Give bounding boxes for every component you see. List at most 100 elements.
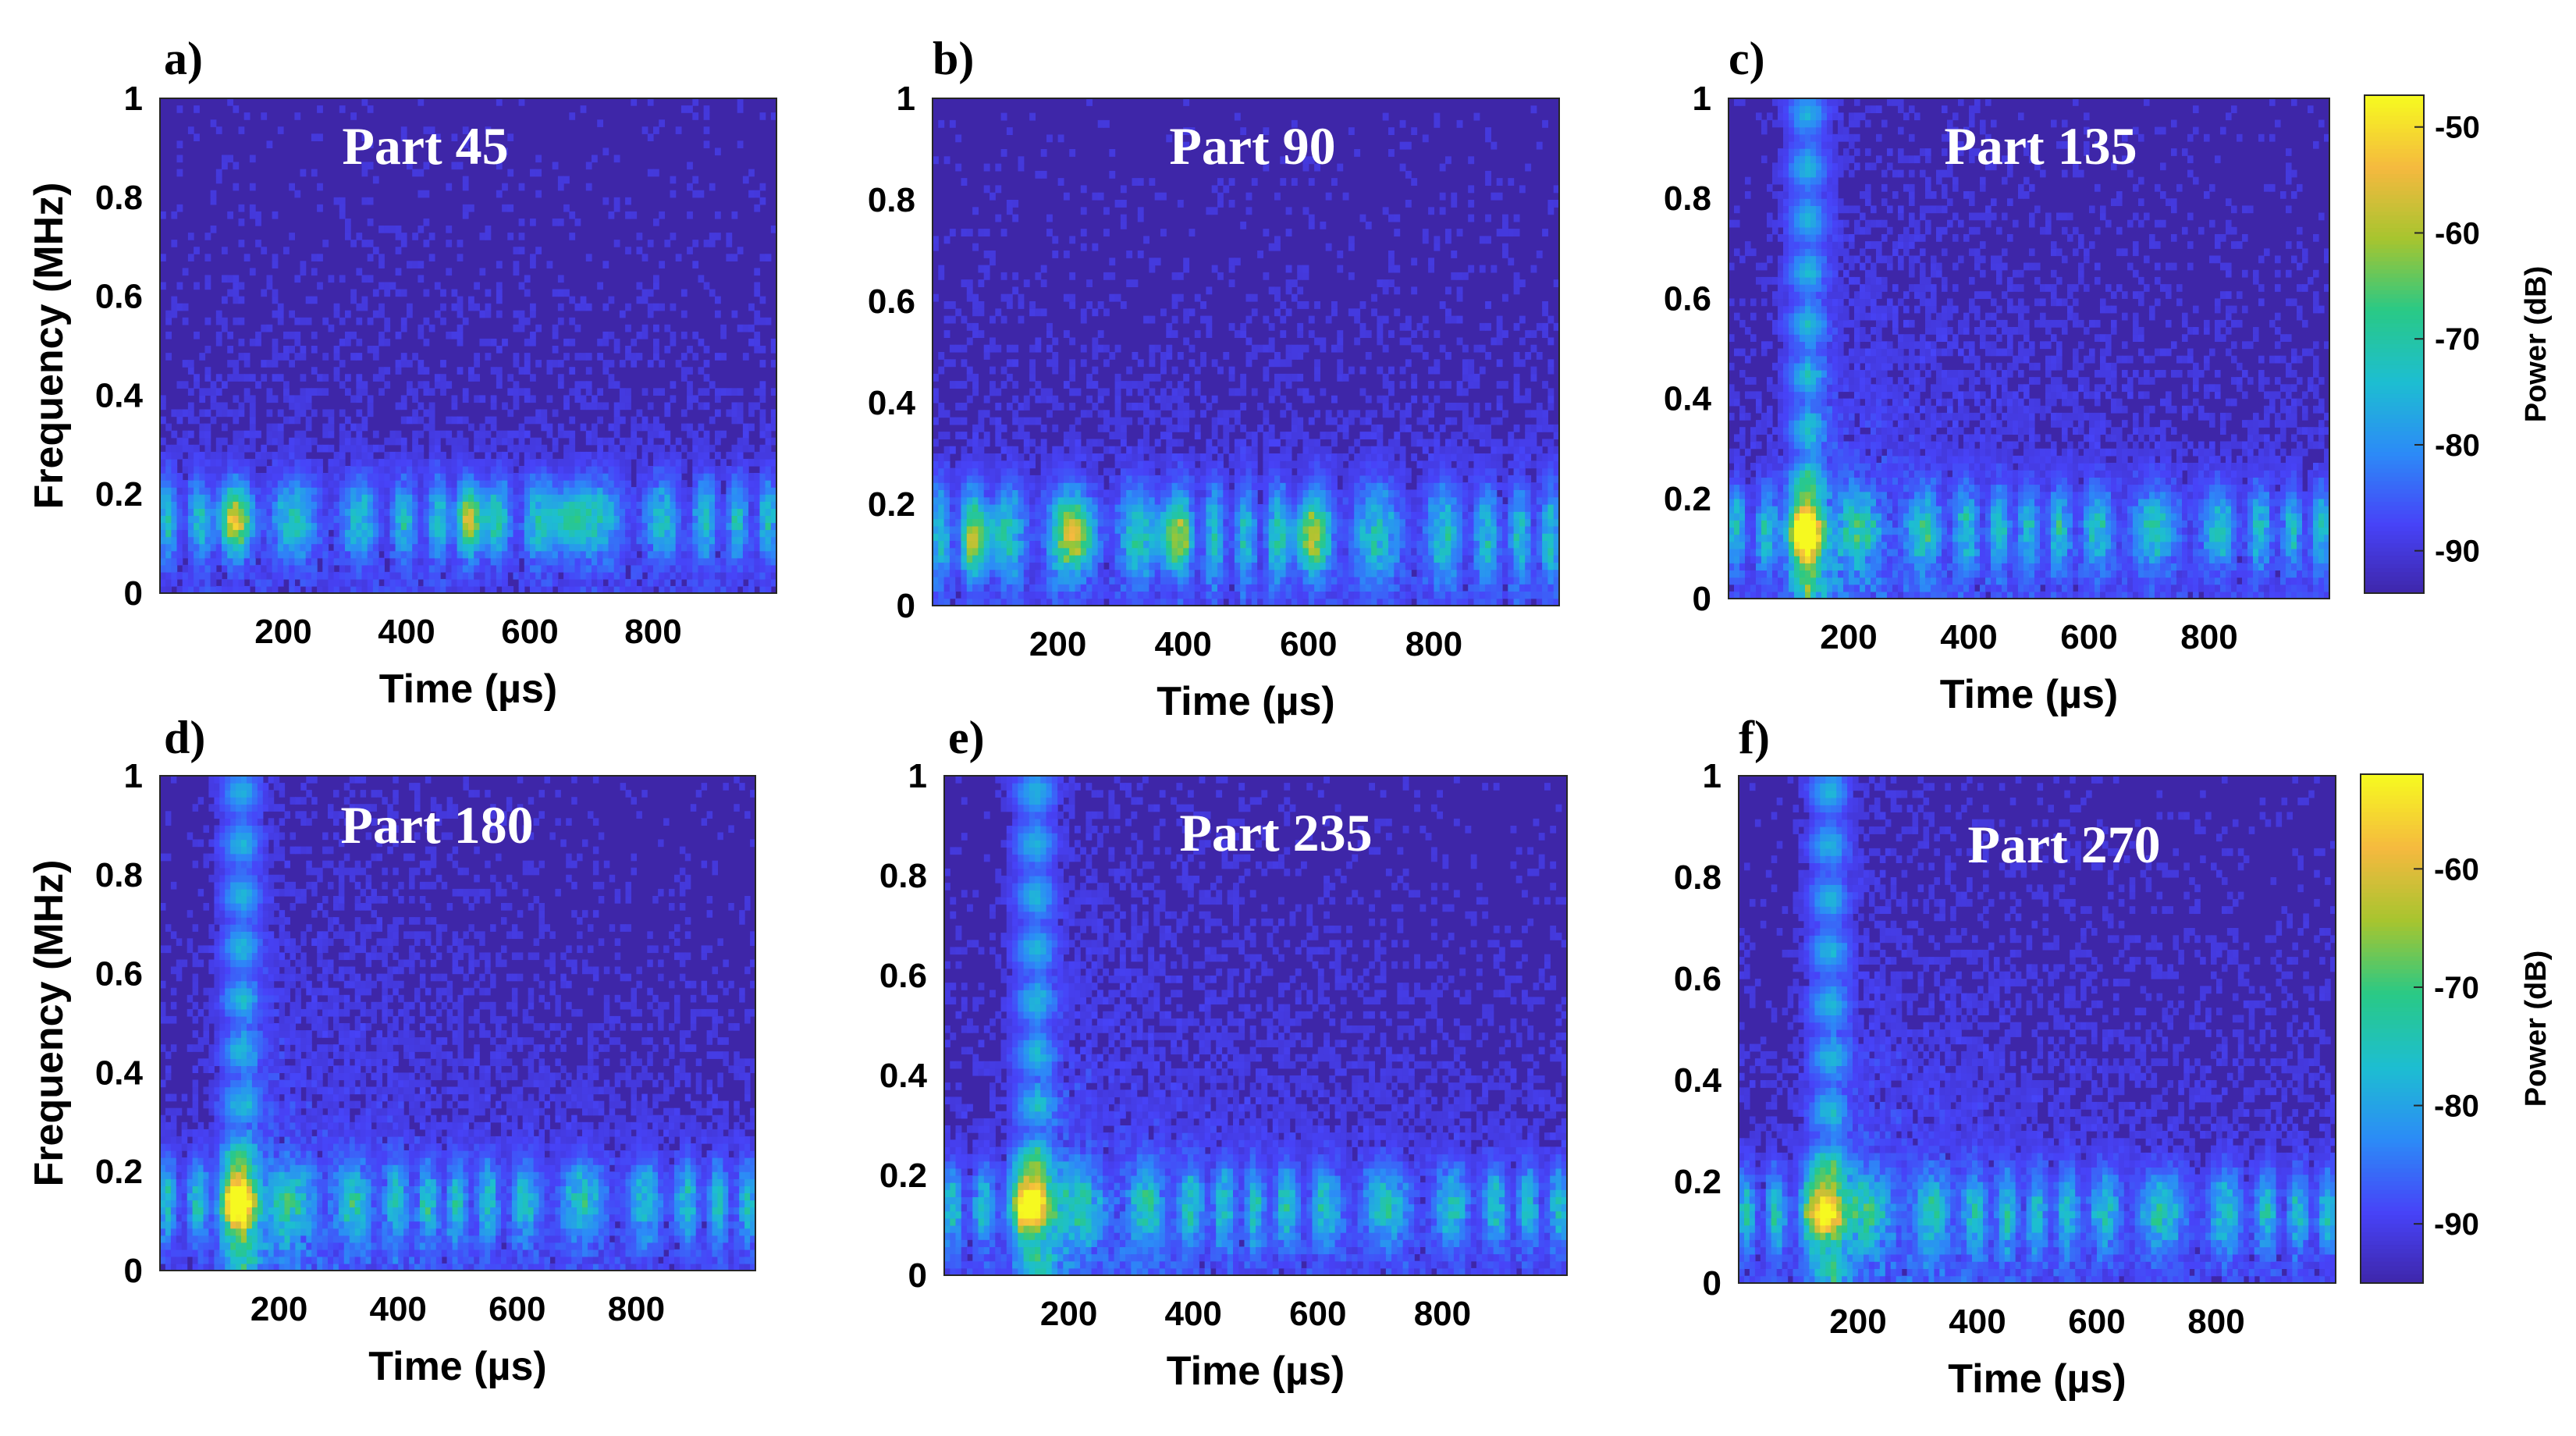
heatmap-cell — [625, 508, 631, 516]
heatmap-cell — [990, 504, 996, 512]
heatmap-cell — [597, 565, 603, 573]
heatmap-cell — [177, 438, 183, 446]
heatmap-cell — [547, 558, 553, 566]
heatmap-cell — [933, 418, 939, 425]
heatmap-cell — [407, 544, 413, 552]
heatmap-cell — [417, 558, 424, 566]
heatmap-cell — [575, 544, 581, 552]
heatmap-cell — [984, 396, 990, 403]
heatmap-cell — [586, 480, 592, 488]
heatmap-cell — [1138, 584, 1144, 592]
heatmap-cell — [1206, 526, 1212, 534]
heatmap-cell — [239, 126, 245, 134]
heatmap-cell — [1189, 504, 1196, 512]
heatmap-cell — [513, 353, 520, 361]
heatmap-cell — [1240, 577, 1246, 585]
heatmap-cell — [760, 522, 766, 530]
heatmap-cell — [944, 570, 950, 578]
heatmap-cell — [1217, 555, 1224, 563]
heatmap-cell — [1252, 540, 1258, 548]
heatmap-cell — [278, 501, 284, 509]
heatmap-cell — [648, 515, 654, 523]
heatmap-cell — [390, 487, 396, 495]
heatmap-cell — [244, 522, 250, 530]
heatmap-cell — [474, 515, 480, 523]
heatmap-cell — [659, 558, 665, 566]
heatmap-cell — [558, 374, 564, 382]
heatmap-cell — [468, 551, 474, 559]
heatmap-cell — [440, 558, 446, 566]
heatmap-cell — [743, 551, 749, 559]
heatmap-cell — [1024, 446, 1030, 454]
heatmap-cell — [401, 487, 407, 495]
heatmap-cell — [329, 551, 335, 559]
heatmap-cell — [429, 438, 435, 446]
heatmap-cell — [1240, 562, 1246, 570]
heatmap-cell — [563, 395, 570, 403]
heatmap-cell — [614, 204, 620, 212]
heatmap-cell — [188, 558, 194, 566]
heatmap-cell — [378, 388, 385, 396]
heatmap-cell — [1086, 410, 1093, 418]
heatmap-cell — [1200, 526, 1206, 534]
heatmap-cell — [625, 403, 631, 411]
heatmap-cell — [1138, 215, 1144, 222]
heatmap-cell — [1212, 562, 1218, 570]
heatmap-cell — [519, 219, 525, 226]
heatmap-cell — [961, 519, 968, 527]
heatmap-cell — [390, 558, 396, 566]
heatmap-cell — [1029, 301, 1036, 309]
heatmap-cell — [1200, 562, 1206, 570]
heatmap-cell — [378, 254, 385, 261]
heatmap-cell — [417, 565, 424, 573]
heatmap-cell — [586, 522, 592, 530]
heatmap-cell — [1166, 345, 1172, 353]
heatmap-cell — [933, 591, 939, 599]
heatmap-cell — [704, 452, 710, 460]
heatmap-cell — [933, 294, 939, 302]
heatmap-cell — [687, 565, 693, 573]
heatmap-cell — [283, 558, 290, 566]
heatmap-cell — [704, 374, 710, 382]
heatmap-cell — [216, 515, 222, 523]
heatmap-cell — [485, 353, 492, 361]
heatmap-cell — [1098, 482, 1104, 490]
heatmap-cell — [356, 410, 362, 418]
heatmap-cell — [715, 522, 721, 530]
heatmap-cell — [396, 452, 402, 460]
heatmap-cell — [637, 297, 643, 304]
heatmap-cell — [502, 403, 508, 411]
heatmap-cell — [205, 508, 211, 516]
heatmap-cell — [177, 204, 183, 212]
heatmap-cell — [289, 346, 295, 354]
heatmap-cell — [1160, 193, 1167, 201]
heatmap-cell — [233, 572, 239, 580]
heatmap-cell — [261, 508, 267, 516]
heatmap-cell — [1018, 403, 1025, 411]
heatmap-cell — [1001, 439, 1007, 446]
heatmap-cell — [535, 445, 542, 453]
heatmap-cell — [1064, 475, 1070, 483]
heatmap-cell — [653, 537, 659, 545]
heatmap-cell — [165, 579, 172, 587]
heatmap-cell — [597, 473, 603, 481]
heatmap-cell — [1046, 497, 1053, 505]
heatmap-cell — [1217, 562, 1224, 570]
heatmap-cell — [1195, 482, 1201, 490]
heatmap-cell — [205, 233, 211, 240]
heatmap-cell — [519, 311, 525, 318]
heatmap-cell — [177, 417, 183, 425]
heatmap-cell — [938, 475, 944, 483]
heatmap-cell — [653, 544, 659, 552]
heatmap-cell — [704, 487, 710, 495]
heatmap-cell — [1035, 504, 1041, 512]
heatmap-cell — [289, 311, 295, 318]
heatmap-cell — [1007, 489, 1013, 497]
heatmap-cell — [519, 522, 525, 530]
heatmap-cell — [233, 374, 239, 382]
heatmap-cell — [737, 480, 744, 488]
heatmap-cell — [233, 480, 239, 488]
heatmap-cell — [1029, 548, 1036, 556]
heatmap-cell — [194, 381, 200, 389]
heatmap-cell — [496, 551, 503, 559]
